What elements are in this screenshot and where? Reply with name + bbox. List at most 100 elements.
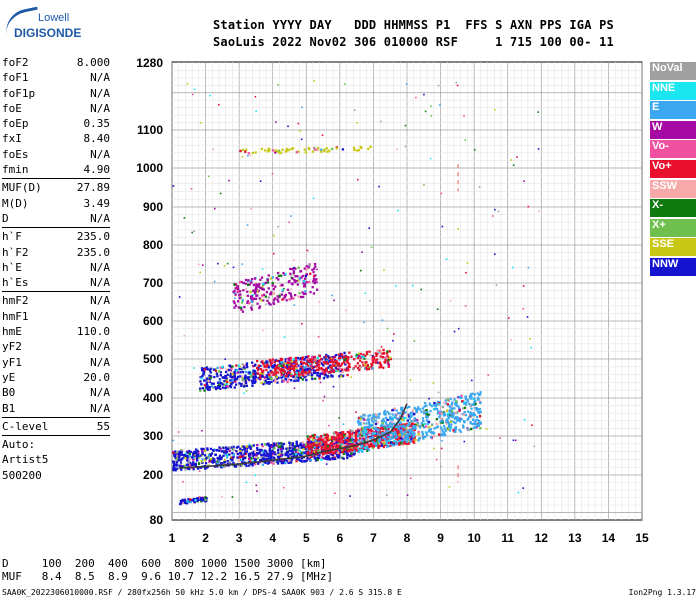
noise-point: [533, 445, 536, 448]
echo-point: [429, 435, 433, 439]
echo-point: [209, 375, 213, 378]
echo-point: [238, 382, 241, 385]
echo-point: [258, 448, 262, 452]
echo-point: [265, 361, 268, 364]
echo-point: [280, 461, 284, 465]
echo-point: [473, 401, 476, 404]
echo-point: [232, 461, 235, 465]
echo-point: [200, 447, 203, 451]
echo-point: [320, 148, 323, 151]
echo-point: [244, 376, 247, 379]
echo-point: [348, 431, 351, 434]
echo-point: [357, 421, 360, 424]
echo-point: [367, 367, 371, 371]
echo-point: [260, 276, 264, 279]
echo-point: [214, 369, 218, 373]
echo-point: [339, 370, 342, 373]
echo-point: [215, 449, 218, 452]
echo-point: [197, 451, 200, 454]
echo-point: [252, 370, 255, 373]
noise-point: [172, 439, 175, 442]
echo-point: [378, 429, 381, 432]
echo-point: [359, 352, 362, 356]
echo-point: [369, 145, 372, 148]
echo-point: [387, 363, 391, 367]
echo-point: [203, 454, 207, 457]
echo-point: [358, 368, 361, 372]
echo-point: [271, 366, 274, 369]
echo-point: [363, 433, 366, 436]
echo-point: [314, 265, 317, 268]
echo-point: [367, 147, 370, 151]
echo-point: [252, 378, 255, 381]
echo-point: [218, 446, 221, 449]
echo-point: [301, 367, 305, 370]
echo-point: [292, 455, 296, 458]
echo-point: [312, 434, 315, 437]
echo-point: [288, 366, 291, 370]
echo-point: [335, 147, 339, 150]
echo-point: [339, 431, 342, 435]
x-tick-label: 3: [236, 531, 243, 545]
echo-point: [269, 303, 272, 306]
echo-point: [290, 379, 293, 382]
echo-point: [263, 379, 266, 382]
echo-point: [271, 373, 274, 377]
noise-point: [255, 110, 257, 112]
echo-point: [248, 445, 251, 448]
echo-point: [241, 366, 244, 370]
echo-point: [250, 379, 254, 383]
echo-point: [394, 440, 397, 443]
legend-item: X-: [650, 199, 696, 218]
echo-point: [331, 442, 334, 445]
echo-point: [381, 421, 384, 425]
param-row: yE 20.0: [2, 370, 110, 385]
echo-point: [267, 296, 270, 299]
echo-point: [311, 438, 315, 442]
echo-point: [183, 501, 187, 504]
echo-point: [300, 362, 303, 366]
echo-point: [187, 449, 191, 453]
echo-point: [274, 151, 277, 154]
echo-point: [314, 439, 317, 442]
echo-point: [389, 421, 393, 424]
echo-point: [216, 456, 219, 460]
echo-point: [397, 427, 401, 431]
echo-point: [240, 452, 243, 455]
echo-point: [206, 384, 209, 387]
param-key: B1: [2, 401, 16, 415]
echo-point: [322, 371, 326, 374]
noise-point: [297, 277, 299, 279]
echo-point: [216, 462, 220, 465]
echo-point: [177, 456, 181, 459]
noise-point: [398, 414, 401, 417]
echo-point: [400, 429, 403, 432]
echo-point: [367, 445, 370, 448]
echo-point: [289, 363, 292, 366]
noise-point: [332, 385, 335, 388]
echo-point: [280, 369, 283, 372]
echo-point: [321, 372, 324, 375]
echo-point: [221, 376, 224, 379]
echo-point: [350, 439, 354, 442]
echo-point: [357, 148, 360, 152]
echo-point: [178, 464, 182, 467]
echo-point: [435, 404, 438, 407]
echo-point: [475, 408, 478, 412]
echo-point: [449, 413, 453, 416]
echo-point: [479, 427, 482, 430]
echo-point: [473, 393, 477, 396]
echo-point: [201, 452, 204, 456]
noise-point: [265, 303, 267, 306]
echo-point: [292, 271, 296, 274]
echo-point: [325, 369, 328, 372]
echo-point: [377, 444, 380, 447]
echo-point: [244, 380, 247, 383]
echo-point: [235, 449, 238, 453]
param-value: N/A: [90, 260, 110, 274]
echo-point: [228, 449, 231, 453]
echo-point: [390, 416, 394, 420]
echo-point: [367, 366, 371, 369]
auto-code: 500200: [2, 468, 42, 482]
echo-point: [443, 412, 446, 415]
